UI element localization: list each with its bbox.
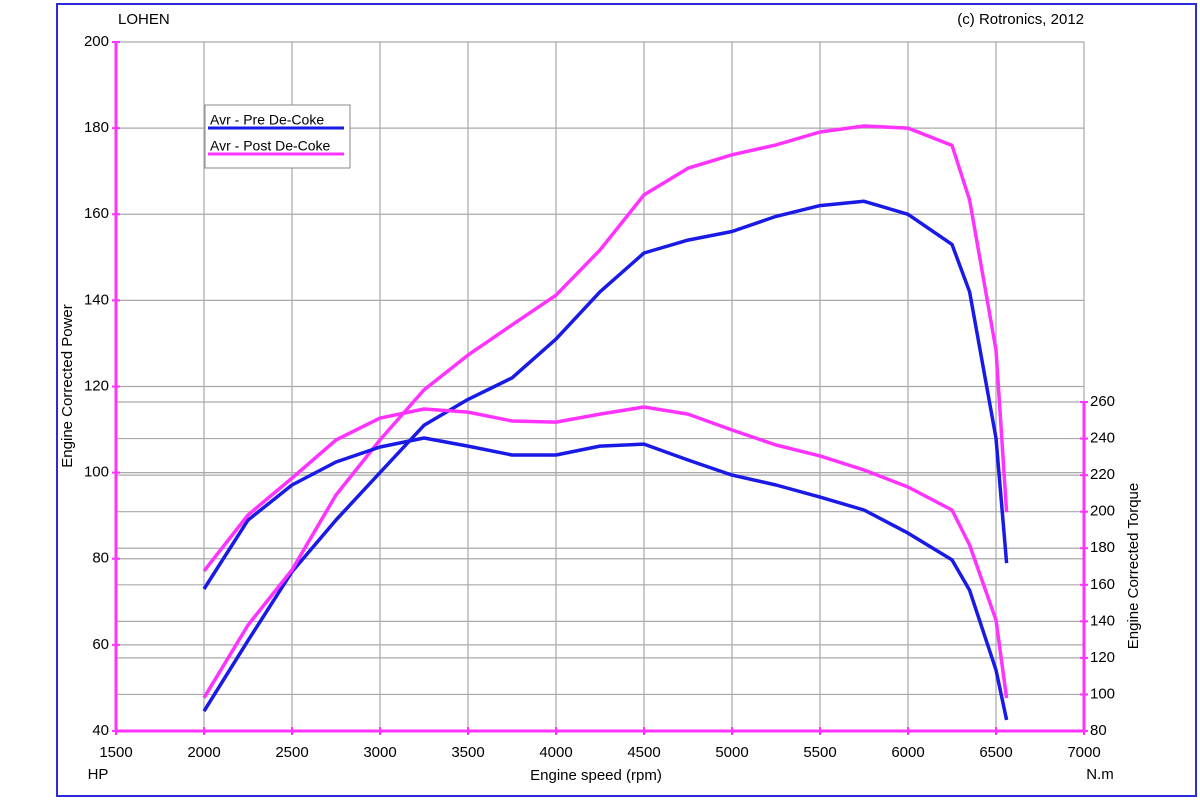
x-tick-label: 3000 <box>363 744 396 761</box>
legend-label: Avr - Pre De-Coke <box>210 112 324 128</box>
y2-tick-label: 200 <box>1090 503 1115 520</box>
y2-tick-label: 160 <box>1090 576 1115 593</box>
y-tick-label: 200 <box>84 33 109 50</box>
x-tick-label: 1500 <box>99 744 132 761</box>
y2-tick-label: 120 <box>1090 649 1115 666</box>
frame <box>56 3 1197 797</box>
x-tick-label: 7000 <box>1067 744 1100 761</box>
x-tick-label: 2500 <box>275 744 308 761</box>
y-tick-label: 140 <box>84 291 109 308</box>
chart-title: LOHEN <box>118 11 170 28</box>
y2-tick-label: 140 <box>1090 612 1115 629</box>
y2-axis-label: Engine Corrected Torque <box>1125 483 1142 650</box>
y2-tick-label: 180 <box>1090 539 1115 556</box>
x-tick-label: 5000 <box>715 744 748 761</box>
series-line <box>202 124 1009 699</box>
x-tick-label: 4000 <box>539 744 572 761</box>
series-line <box>202 405 1009 699</box>
y-tick-label: 120 <box>84 377 109 394</box>
plot <box>202 124 1009 721</box>
legend-box <box>204 104 351 169</box>
chart-subtitle: (c) Rotronics, 2012 <box>957 11 1084 28</box>
y-tick-label: 40 <box>92 722 109 739</box>
y2-unit: N.m <box>1086 766 1114 783</box>
y-tick-label: 80 <box>92 550 109 567</box>
x-tick-label: 3500 <box>451 744 484 761</box>
y-tick-label: 100 <box>84 464 109 481</box>
y2-tick-label: 240 <box>1090 430 1115 447</box>
x-tick-label: 6500 <box>979 744 1012 761</box>
legend-label: Avr - Post De-Coke <box>210 138 331 154</box>
y-tick-label: 60 <box>92 636 109 653</box>
y-unit: HP <box>88 766 109 783</box>
y-tick-label: 160 <box>84 205 109 222</box>
x-tick-label: 2000 <box>187 744 220 761</box>
y2-tick-label: 100 <box>1090 685 1115 702</box>
series-line <box>202 436 1009 721</box>
y2-tick-label: 80 <box>1090 722 1107 739</box>
series-line <box>202 199 1009 713</box>
y-tick-label: 180 <box>84 119 109 136</box>
x-tick-label: 6000 <box>891 744 924 761</box>
y-axis-label: Engine Corrected Power <box>59 304 76 467</box>
x-tick-label: 5500 <box>803 744 836 761</box>
x-axis-label: Engine speed (rpm) <box>530 767 662 784</box>
x-tick-label: 4500 <box>627 744 660 761</box>
y2-tick-label: 220 <box>1090 466 1115 483</box>
y2-tick-label: 260 <box>1090 393 1115 410</box>
